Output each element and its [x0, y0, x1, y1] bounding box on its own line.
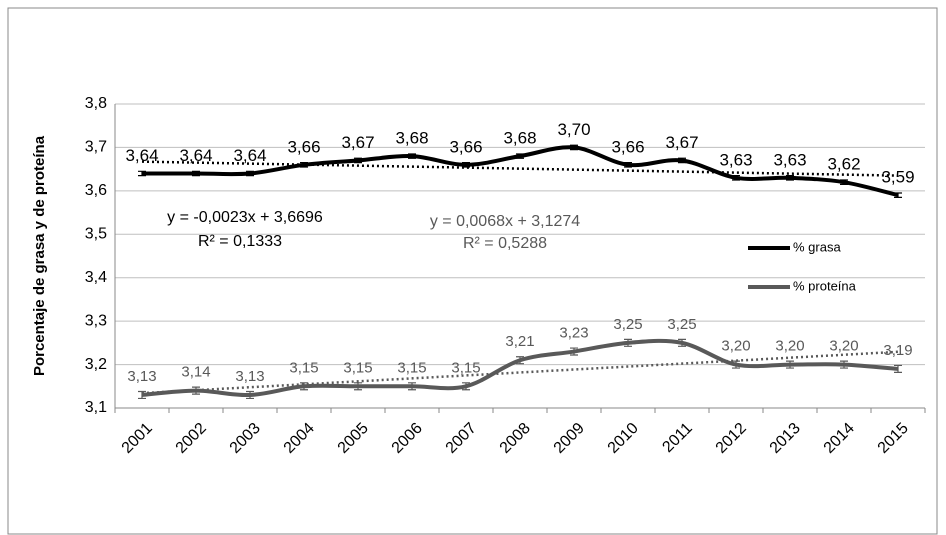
- data-label: 3,63: [719, 150, 752, 169]
- data-label: 3,21: [505, 333, 534, 350]
- x-tick-label: 2003: [227, 420, 264, 457]
- error-bar: [840, 360, 848, 369]
- x-tick-label: 2012: [713, 420, 750, 457]
- data-label: 3,66: [287, 137, 320, 156]
- data-label: 3,64: [233, 146, 266, 165]
- error-bar: [300, 162, 308, 168]
- error-bar: [246, 170, 254, 177]
- y-tick-label: 3,4: [85, 269, 107, 286]
- trendline-r2: R² = 0,5288: [463, 235, 547, 252]
- data-label: 3,64: [179, 146, 212, 165]
- x-tick-label: 2005: [335, 420, 372, 457]
- data-label: 3,19: [883, 342, 912, 359]
- error-bar: [462, 382, 470, 391]
- legend-label: % proteína: [793, 278, 857, 293]
- error-bar: [678, 157, 686, 164]
- error-bar: [408, 382, 416, 391]
- error-bar: [570, 144, 578, 151]
- x-tick-label: 2011: [659, 420, 695, 456]
- trendline-r2: R² = 0,1333: [198, 233, 282, 250]
- data-label: 3,15: [397, 359, 426, 376]
- data-label: 3,20: [721, 338, 750, 355]
- trendline: [141, 160, 899, 177]
- x-tick-label: 2004: [281, 420, 318, 457]
- error-bar: [732, 360, 740, 369]
- data-label: 3,15: [451, 359, 480, 376]
- error-bar: [300, 382, 308, 391]
- data-label: 3,23: [559, 325, 588, 342]
- error-bar: [678, 338, 686, 347]
- error-bar: [516, 356, 524, 365]
- chart-frame: [7, 7, 938, 535]
- y-tick-label: 3,5: [85, 226, 107, 243]
- trendline: [141, 350, 899, 395]
- data-label: 3,67: [665, 133, 698, 152]
- data-label: 3,70: [557, 120, 590, 139]
- error-bar: [732, 175, 740, 181]
- error-bar: [354, 382, 362, 391]
- data-label: 3,67: [341, 133, 374, 152]
- error-bar: [624, 338, 632, 347]
- data-label: 3,68: [395, 129, 428, 148]
- error-bar: [138, 390, 146, 400]
- error-bar: [624, 162, 632, 168]
- y-tick-label: 3,8: [85, 95, 107, 112]
- error-bar: [786, 360, 794, 369]
- x-tick-label: 2014: [821, 420, 858, 457]
- x-tick-label: 2007: [443, 420, 480, 457]
- x-tick-label: 2013: [767, 420, 804, 457]
- data-label: 3,14: [181, 364, 210, 381]
- y-axis-label: Porcentaje de grasa y de proteína: [31, 135, 48, 376]
- y-tick-label: 3,6: [85, 182, 107, 199]
- data-label: 3,25: [667, 316, 696, 333]
- x-tick-label: 2001: [119, 420, 156, 457]
- error-bar: [408, 153, 416, 159]
- trendline-equation: y = -0,0023x + 3,6696: [167, 209, 323, 226]
- y-tick-label: 3,2: [85, 356, 107, 373]
- error-bar: [894, 192, 902, 198]
- data-label: 3,15: [289, 359, 318, 376]
- error-bar: [354, 157, 362, 164]
- data-label: 3,20: [829, 338, 858, 355]
- x-tick-label: 2008: [497, 420, 534, 457]
- y-tick-label: 3,3: [85, 312, 107, 329]
- error-bar: [138, 170, 146, 177]
- x-tick-label: 2006: [389, 420, 426, 457]
- data-label: 3,68: [503, 129, 536, 148]
- data-label: 3,13: [127, 368, 156, 385]
- error-bar: [894, 364, 902, 373]
- trendline-equation: y = 0,0068x + 3,1274: [430, 213, 580, 230]
- error-bar: [840, 179, 848, 185]
- error-bar: [786, 175, 794, 181]
- data-label: 3,25: [613, 316, 642, 333]
- x-tick-label: 2002: [173, 420, 210, 457]
- error-bar: [516, 153, 524, 159]
- data-label: 3,64: [125, 146, 158, 165]
- error-bar: [570, 347, 578, 356]
- x-tick-label: 2015: [875, 420, 912, 457]
- data-label: 3,20: [775, 338, 804, 355]
- error-bar: [246, 390, 254, 400]
- data-label: 3,59: [881, 168, 914, 187]
- data-label: 3,63: [773, 150, 806, 169]
- data-label: 3,13: [235, 368, 264, 385]
- data-label: 3,62: [827, 155, 860, 174]
- error-bar: [462, 162, 470, 168]
- x-tick-label: 2010: [605, 420, 642, 457]
- data-label: 3,66: [611, 137, 644, 156]
- y-tick-label: 3,1: [85, 399, 107, 416]
- legend-label: % grasa: [793, 239, 841, 254]
- x-tick-label: 2009: [551, 420, 588, 457]
- data-label: 3,66: [449, 137, 482, 156]
- error-bar: [192, 170, 200, 177]
- error-bar: [192, 386, 200, 395]
- y-tick-label: 3,7: [85, 139, 107, 156]
- data-label: 3,15: [343, 359, 372, 376]
